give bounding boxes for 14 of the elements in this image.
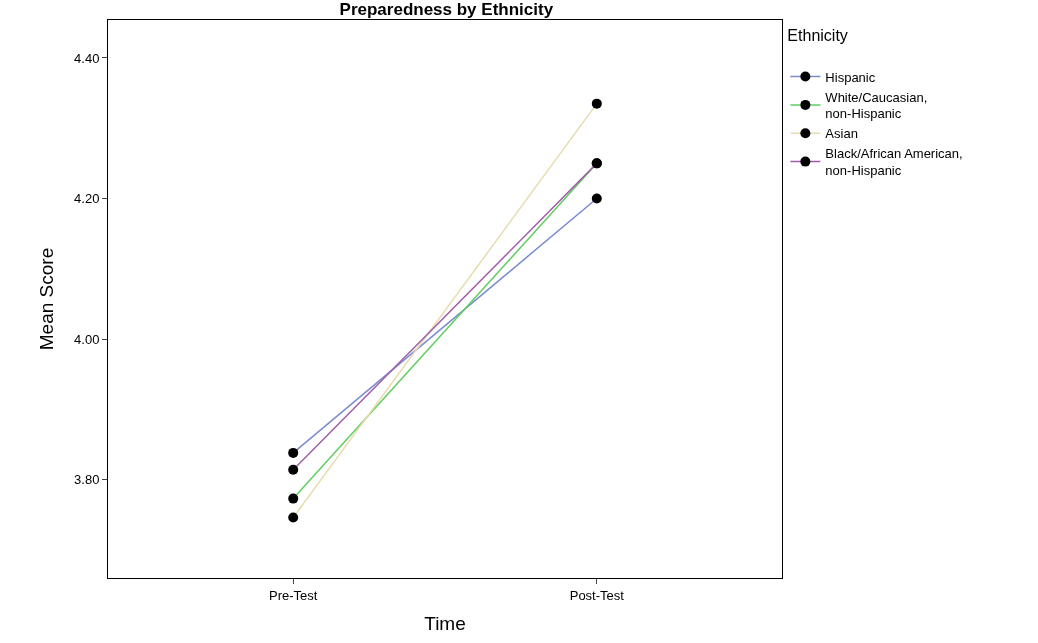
y-tick-label: 4.20 <box>74 191 100 207</box>
y-tick-label: 3.80 <box>74 472 100 488</box>
legend-label: Hispanic <box>825 69 876 85</box>
legend-label: Black/African American, non-Hispanic <box>825 146 963 179</box>
legend-label: White/Caucasian, non-Hispanic <box>825 89 928 122</box>
legend-label: Asian <box>825 126 858 142</box>
chart-title: Preparedness by Ethnicity <box>339 0 554 20</box>
y-tick-label: 4.00 <box>74 331 100 347</box>
legend-title: Ethnicity <box>787 26 848 44</box>
x-tick-label: Post-Test <box>569 587 625 603</box>
x-axis-title: Time <box>424 613 466 635</box>
y-axis-title: Mean Score <box>35 247 57 351</box>
y-tick-label: 4.40 <box>74 50 100 66</box>
x-tick-label: Pre-Test <box>269 587 318 603</box>
